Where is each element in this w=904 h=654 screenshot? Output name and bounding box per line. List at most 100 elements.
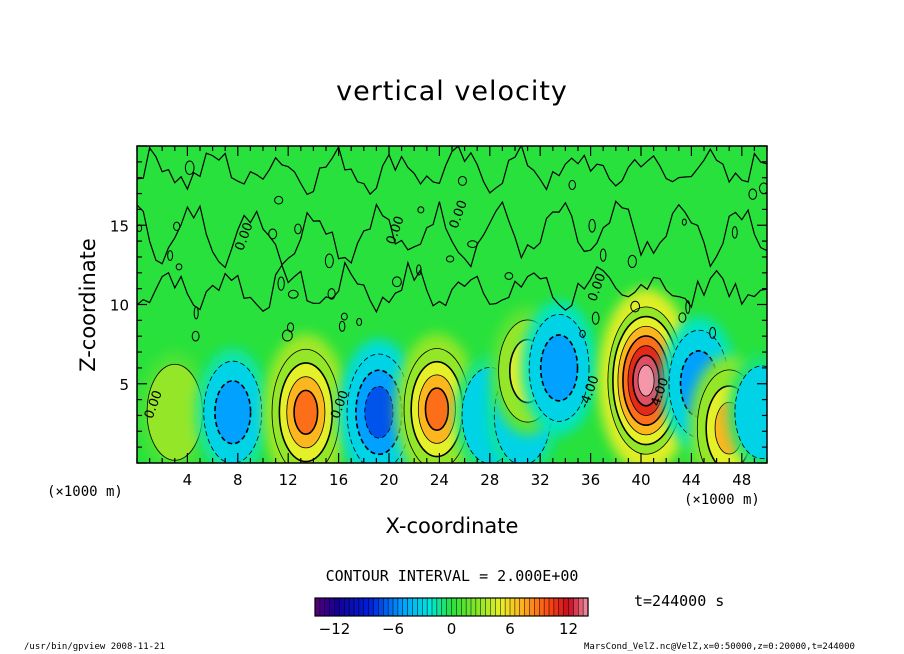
colorbar-swatch [451, 597, 457, 617]
colorbar-tick-label: 12 [559, 620, 578, 638]
colorbar-swatch [548, 597, 555, 617]
colorbar-swatch [446, 597, 453, 617]
colorbar-swatch [475, 597, 482, 617]
x-tick-label: 32 [531, 471, 550, 489]
colorbar-swatch [358, 597, 365, 617]
x-axis-label: X-coordinate [385, 514, 519, 538]
colorbar-swatch [568, 597, 574, 617]
small-contour-loop [268, 228, 278, 240]
x-tick-label: 20 [379, 471, 398, 489]
velocity-cell [521, 301, 597, 435]
small-contour-loop [191, 330, 200, 342]
colorbar-swatch [441, 597, 448, 617]
x-tick-label: 48 [732, 471, 751, 489]
colorbar-swatch [490, 597, 496, 617]
x-unit-right: (×1000 m) [684, 492, 760, 508]
small-contour-loop [327, 288, 336, 300]
small-contour-loop [568, 179, 576, 190]
colorbar-swatch [402, 597, 409, 617]
colorbar-swatch [353, 597, 360, 617]
small-contour-loop [338, 320, 346, 332]
x-tick-label: 4 [183, 471, 193, 489]
small-contour-loop [591, 311, 600, 325]
zero-contour-line [137, 200, 767, 269]
small-contour-loop [681, 218, 687, 226]
contour-ring [734, 365, 767, 460]
colorbar-swatch [553, 597, 560, 617]
colorbar: −12 −6 0 6 12 [314, 597, 589, 638]
x-tick-label: 40 [631, 471, 650, 489]
small-contour-loop [630, 300, 641, 313]
colorbar-swatch [504, 597, 511, 617]
small-contour-loop [281, 329, 293, 342]
velocity-cell [395, 333, 478, 463]
colorbar-swatch [344, 597, 350, 617]
zero-contours [137, 146, 767, 342]
colorbar-swatch [431, 597, 438, 617]
small-contour-loop [709, 326, 717, 339]
colorbar-swatch [524, 597, 531, 617]
contour-ring [424, 387, 450, 431]
small-contour-loop [274, 195, 284, 205]
colorbar-swatch [319, 597, 326, 617]
colorbar-swatch [378, 597, 384, 617]
small-contour-loop [340, 312, 348, 321]
contour-ring [364, 385, 394, 439]
colorbar-tick-label: 0 [447, 620, 457, 638]
colorbar-swatch [470, 597, 477, 617]
small-contour-loop [193, 306, 199, 320]
small-contour-loop [588, 218, 596, 233]
colorbar-swatch [422, 597, 428, 617]
colorbar-swatch [373, 597, 379, 617]
colorbar-swatch [334, 597, 340, 617]
velocity-cell [140, 352, 210, 463]
x-tick-label: 12 [279, 471, 298, 489]
footer-left: /usr/bin/gpview 2008-11-21 [24, 642, 165, 652]
colorbar-swatch [368, 597, 375, 617]
small-contour-loop [579, 329, 586, 338]
colorbar-swatch [519, 597, 526, 617]
small-contour-loop [324, 253, 334, 269]
contour-ring [539, 334, 579, 402]
colorbar-swatch [363, 597, 370, 617]
small-contour-loop [504, 272, 514, 280]
small-contour-loop [417, 206, 425, 214]
x-axis: 4 8 12 16 20 24 28 32 36 40 44 48 [136, 146, 768, 489]
colorbar-swatch [563, 597, 570, 617]
colorbar-swatch [461, 597, 467, 617]
zero-contour-line [137, 146, 767, 196]
colorbar-tick-label: −12 [319, 620, 351, 638]
small-contour-loop [416, 264, 422, 276]
colorbar-swatch [392, 597, 399, 617]
small-contour-loop [175, 263, 183, 271]
small-contour-loop [287, 289, 299, 299]
x-tick-label: 44 [682, 471, 701, 489]
colorbar-swatch [329, 597, 336, 617]
contour-ring [214, 380, 252, 445]
small-contour-loop [294, 223, 302, 235]
time-label: t=244000 s [634, 592, 725, 610]
colorbar-swatch [573, 597, 579, 617]
x-unit-left: (×1000 m) [47, 484, 123, 500]
colorbar-swatch [509, 597, 516, 617]
colorbar-swatch [397, 597, 404, 617]
small-contour-loop [184, 160, 195, 176]
colorbar-swatch [480, 597, 487, 617]
chart-title: vertical velocity [336, 76, 568, 107]
small-contour-loop [685, 300, 691, 314]
y-tick-label: 10 [110, 297, 129, 315]
colorbar-swatch [543, 597, 550, 617]
colorbar-swatch [407, 597, 414, 617]
colorbar-swatch [387, 597, 394, 617]
small-contour-loop [627, 254, 637, 268]
contour-ring [293, 389, 319, 435]
small-contour-loop [599, 248, 607, 262]
x-tick-label: 24 [430, 471, 449, 489]
small-contour-loop [391, 276, 402, 288]
colorbar-swatch [348, 597, 355, 617]
x-tick-label: 36 [581, 471, 600, 489]
x-tick-label: 16 [329, 471, 348, 489]
colorbar-swatch [485, 597, 492, 617]
small-contour-loop [678, 312, 687, 323]
